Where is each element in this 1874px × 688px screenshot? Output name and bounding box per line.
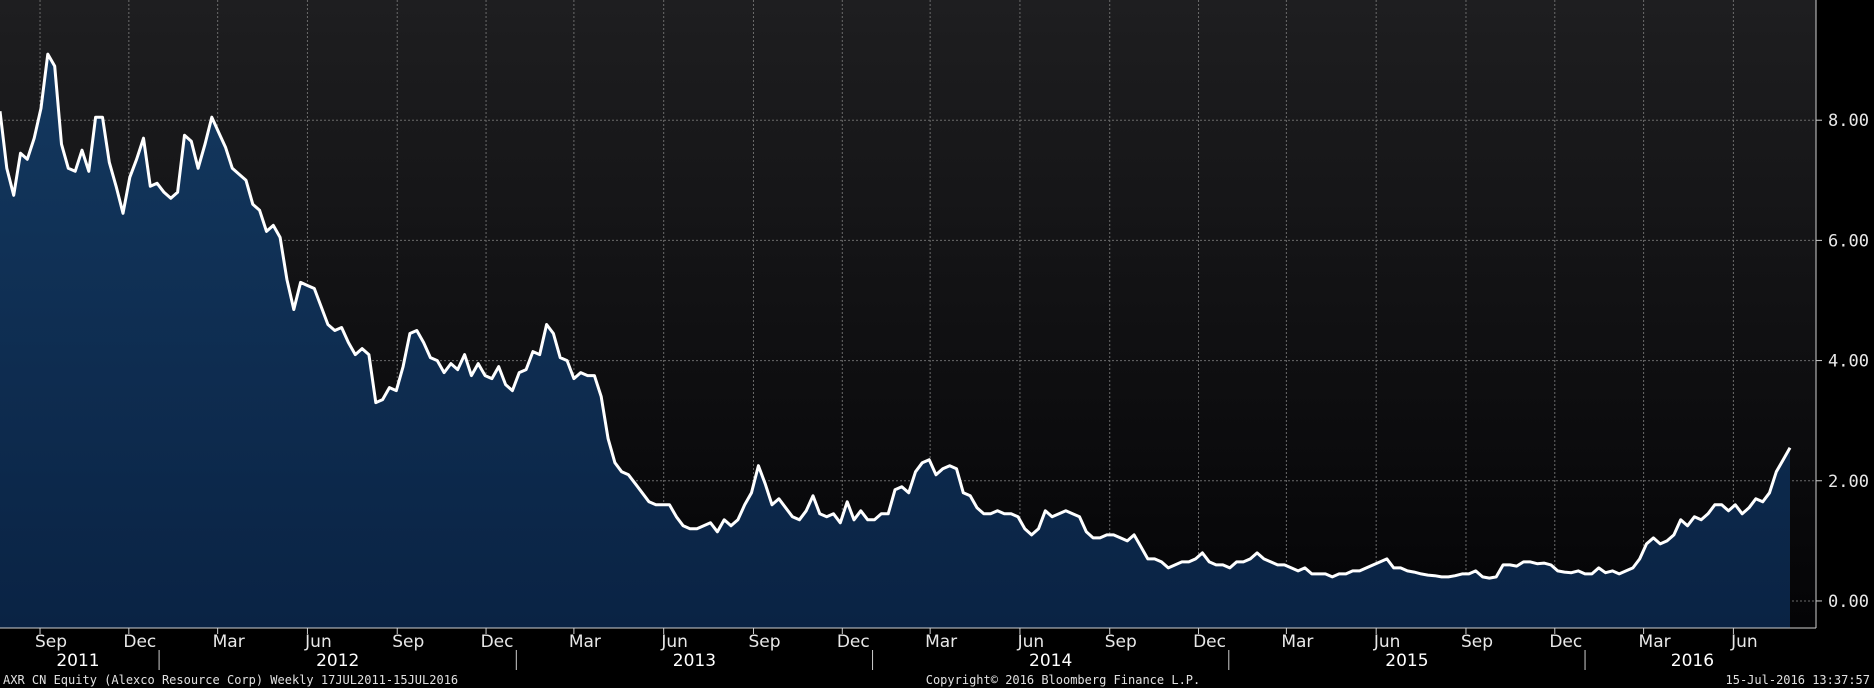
x-tick-label: Jun xyxy=(1373,632,1401,652)
x-tick-label: Dec xyxy=(1549,632,1582,652)
x-tick-label: Sep xyxy=(1105,632,1137,652)
price-area-fill xyxy=(0,54,1790,629)
x-tick-label: Jun xyxy=(1017,632,1045,652)
x-tick-label: Jun xyxy=(660,632,688,652)
footer-timestamp-text: 15-Jul-2016 13:37:57 xyxy=(1726,673,1871,687)
x-tick-label: Sep xyxy=(748,632,780,652)
y-tick-label: 2.00 xyxy=(1828,472,1869,492)
x-tick-label: Jun xyxy=(1730,632,1758,652)
x-tick-label: Mar xyxy=(569,632,601,652)
x-tick-label: Sep xyxy=(35,632,67,652)
x-tick-label: Sep xyxy=(392,632,424,652)
x-tick-label: Dec xyxy=(1193,632,1226,652)
y-tick-label: 4.00 xyxy=(1828,352,1869,372)
year-label: 2016 xyxy=(1671,651,1714,671)
x-tick-label: Jun xyxy=(304,632,332,652)
price-line xyxy=(0,52,1792,580)
y-tick-label: 8.00 xyxy=(1828,111,1869,131)
year-label: 2012 xyxy=(316,651,359,671)
year-label: 2015 xyxy=(1385,651,1428,671)
year-label: 2011 xyxy=(56,651,99,671)
x-tick-label: Dec xyxy=(123,632,156,652)
year-label: 2014 xyxy=(1029,651,1072,671)
right-axis-background xyxy=(1816,0,1874,628)
footer-left-text: AXR CN Equity (Alexco Resource Corp) Wee… xyxy=(3,673,458,687)
x-tick-label: Mar xyxy=(1281,632,1313,652)
x-tick-label: Mar xyxy=(925,632,957,652)
axes: 0.00 2.00 4.00 6.00 8.00 Sep Dec Mar Jun Sep Dec Ma… xyxy=(0,0,1869,671)
x-tick-label: Mar xyxy=(213,632,245,652)
x-tick-label: Dec xyxy=(481,632,514,652)
y-tick-label: 6.00 xyxy=(1828,231,1869,251)
x-tick-label: Dec xyxy=(837,632,870,652)
x-tick-label: Sep xyxy=(1461,632,1493,652)
year-label: 2013 xyxy=(673,651,716,671)
price-area xyxy=(0,52,1792,629)
footer: AXR CN Equity (Alexco Resource Corp) Wee… xyxy=(3,673,1870,687)
y-tick-label: 0.00 xyxy=(1828,592,1869,612)
grid-lines xyxy=(0,0,1816,628)
footer-copyright-text: Copyright© 2016 Bloomberg Finance L.P. xyxy=(926,673,1201,687)
x-tick-label: Mar xyxy=(1639,632,1671,652)
